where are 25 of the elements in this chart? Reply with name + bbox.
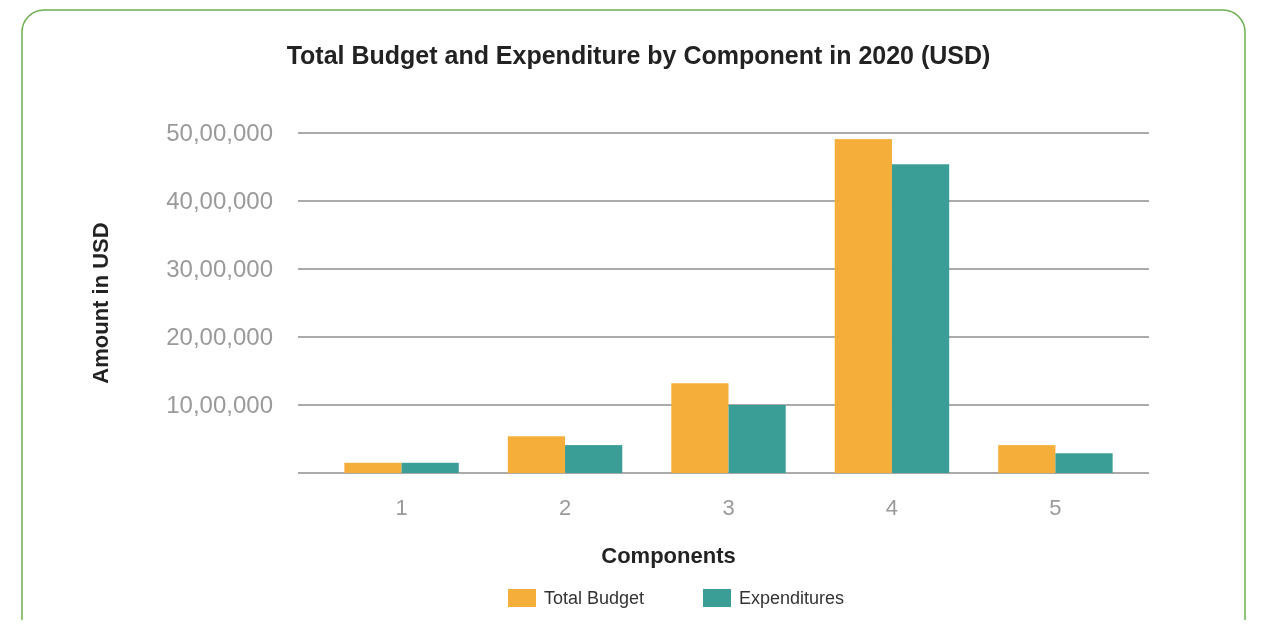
y-tick-label: 50,00,000: [166, 119, 273, 147]
legend-label: Expenditures: [739, 588, 845, 609]
x-axis-title: Components: [601, 543, 736, 568]
x-tick-label: 3: [722, 495, 735, 520]
legend-label: Total Budget: [544, 588, 645, 609]
x-tick-label: 5: [1049, 495, 1062, 520]
bar: [671, 383, 729, 473]
y-tick-label: 20,00,000: [166, 323, 273, 351]
x-tick-label: 4: [885, 495, 899, 520]
bar: [565, 445, 623, 473]
y-axis-title: Amount in USD: [88, 222, 113, 384]
chart-title: Total Budget and Expenditure by Component in 2020 (USD): [286, 41, 991, 69]
bar: [1055, 453, 1113, 473]
y-tick-label: 30,00,000: [166, 255, 273, 283]
x-tick-label: 1: [395, 495, 408, 520]
y-tick-label: 40,00,000: [166, 187, 273, 215]
bar: [998, 445, 1056, 473]
bar: [344, 462, 402, 473]
x-tick-label: 2: [558, 495, 572, 520]
bar: [507, 436, 566, 473]
bar: [834, 139, 892, 473]
bar: [728, 405, 786, 473]
bar: [401, 462, 459, 473]
y-tick-label: 10,00,000: [166, 391, 273, 419]
bar: [891, 164, 950, 473]
